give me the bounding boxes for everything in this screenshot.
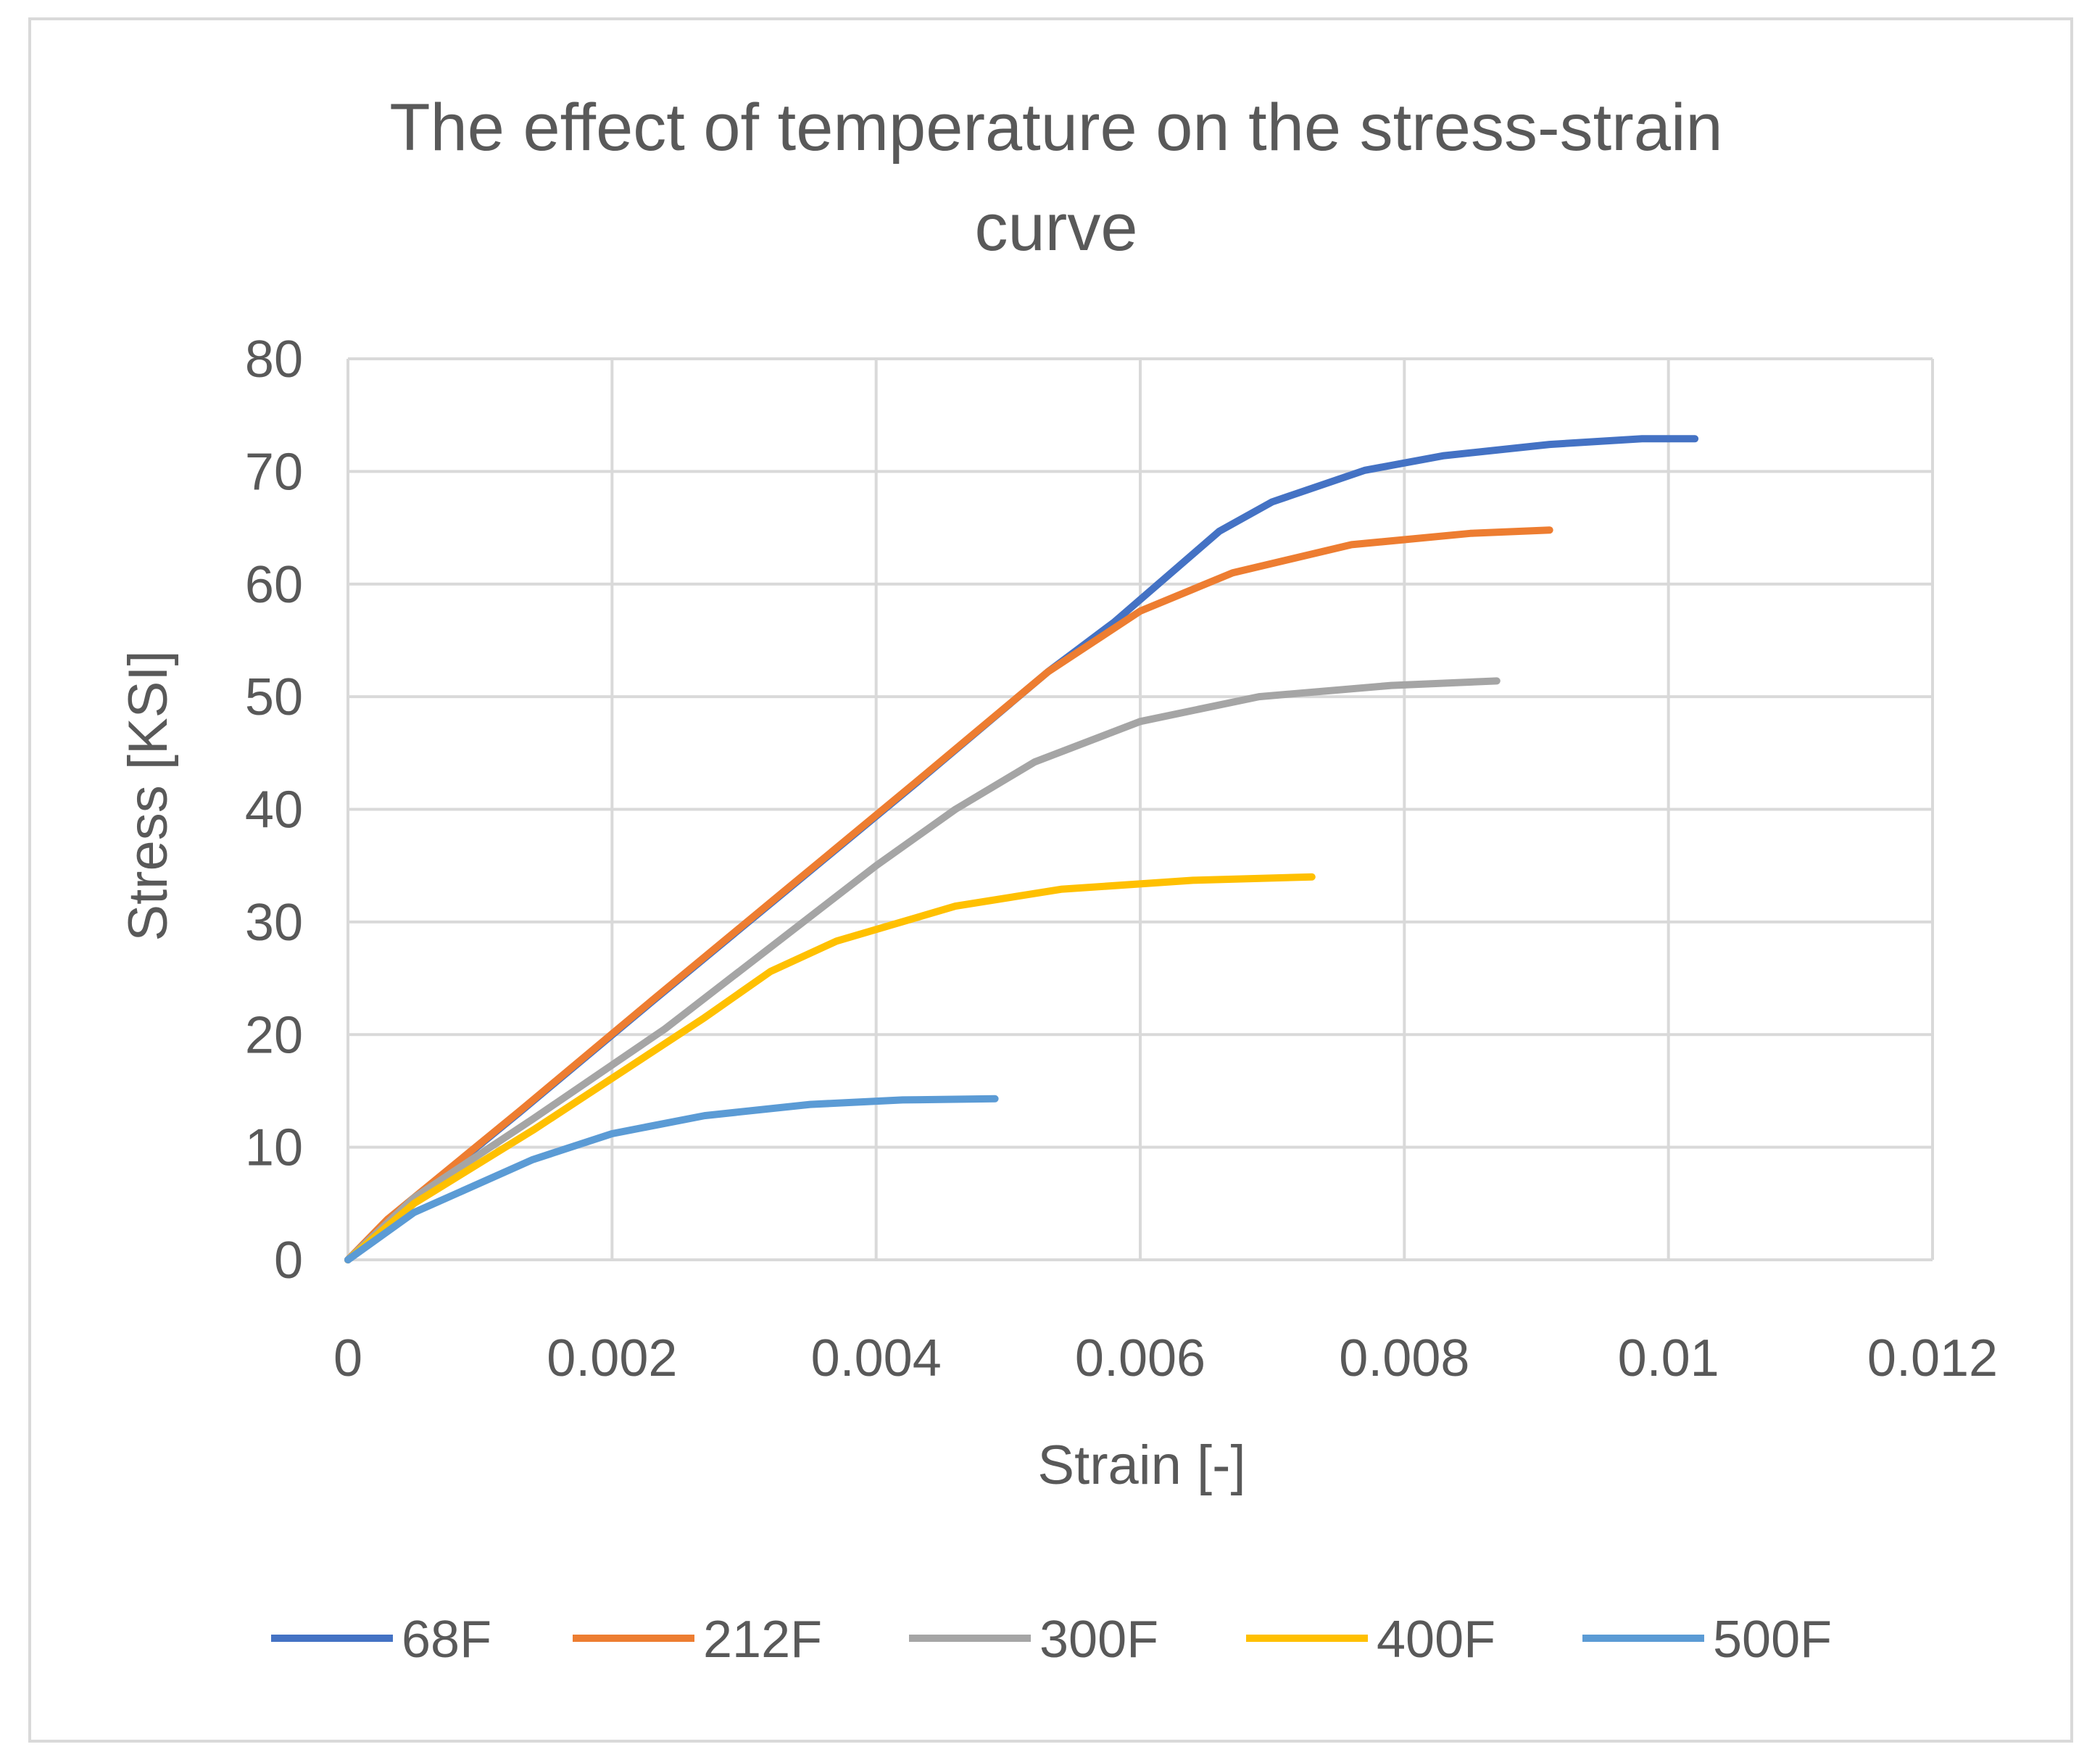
x-tick-label: 0.006	[1075, 1329, 1205, 1387]
x-tick-label: 0.01	[1618, 1329, 1719, 1387]
legend-label-500F: 500F	[1713, 1611, 1832, 1669]
series-line-300F	[344, 677, 1501, 1263]
x-tick-label: 0.004	[811, 1329, 942, 1387]
gridlines	[346, 357, 1934, 1261]
y-tick-label: 70	[245, 443, 303, 501]
x-tick-label: 0	[333, 1329, 362, 1387]
y-axis-title: Stress [KSI]	[117, 650, 179, 941]
legend-label-212F: 212F	[703, 1611, 822, 1669]
legend-label-400F: 400F	[1377, 1611, 1495, 1669]
series-line-212F	[344, 526, 1553, 1263]
y-tick-label: 60	[245, 556, 303, 614]
y-tick-label: 40	[245, 781, 303, 839]
y-axis-ticks: 0 10 20 30 40 50 60 70 80	[245, 331, 303, 1290]
y-tick-label: 10	[245, 1119, 303, 1177]
chart-frame	[28, 17, 2073, 1743]
series-line-68F	[344, 435, 1699, 1263]
y-tick-label: 80	[245, 331, 303, 389]
y-tick-label: 0	[274, 1232, 303, 1290]
series-line-400F	[344, 873, 1316, 1263]
series-line-500F	[344, 1095, 999, 1263]
series-lines	[344, 435, 1699, 1263]
legend-label-68F: 68F	[402, 1611, 491, 1669]
legend: 68F 212F 300F 400F 500F	[271, 1611, 1832, 1669]
y-tick-label: 30	[245, 894, 303, 952]
legend-label-300F: 300F	[1039, 1611, 1158, 1669]
x-axis-ticks: 0 0.002 0.004 0.006 0.008 0.01 0.012	[333, 1329, 1998, 1387]
y-tick-label: 20	[245, 1006, 303, 1064]
chart-title-line-1: The effect of temperature on the stress-…	[389, 91, 1722, 165]
x-tick-label: 0.002	[547, 1329, 677, 1387]
x-axis-title: Strain [-]	[1037, 1435, 1245, 1496]
y-tick-label: 50	[245, 668, 303, 726]
chart-title-line-2: curve	[975, 191, 1138, 265]
x-tick-label: 0.008	[1339, 1329, 1469, 1387]
x-tick-label: 0.012	[1867, 1329, 1998, 1387]
